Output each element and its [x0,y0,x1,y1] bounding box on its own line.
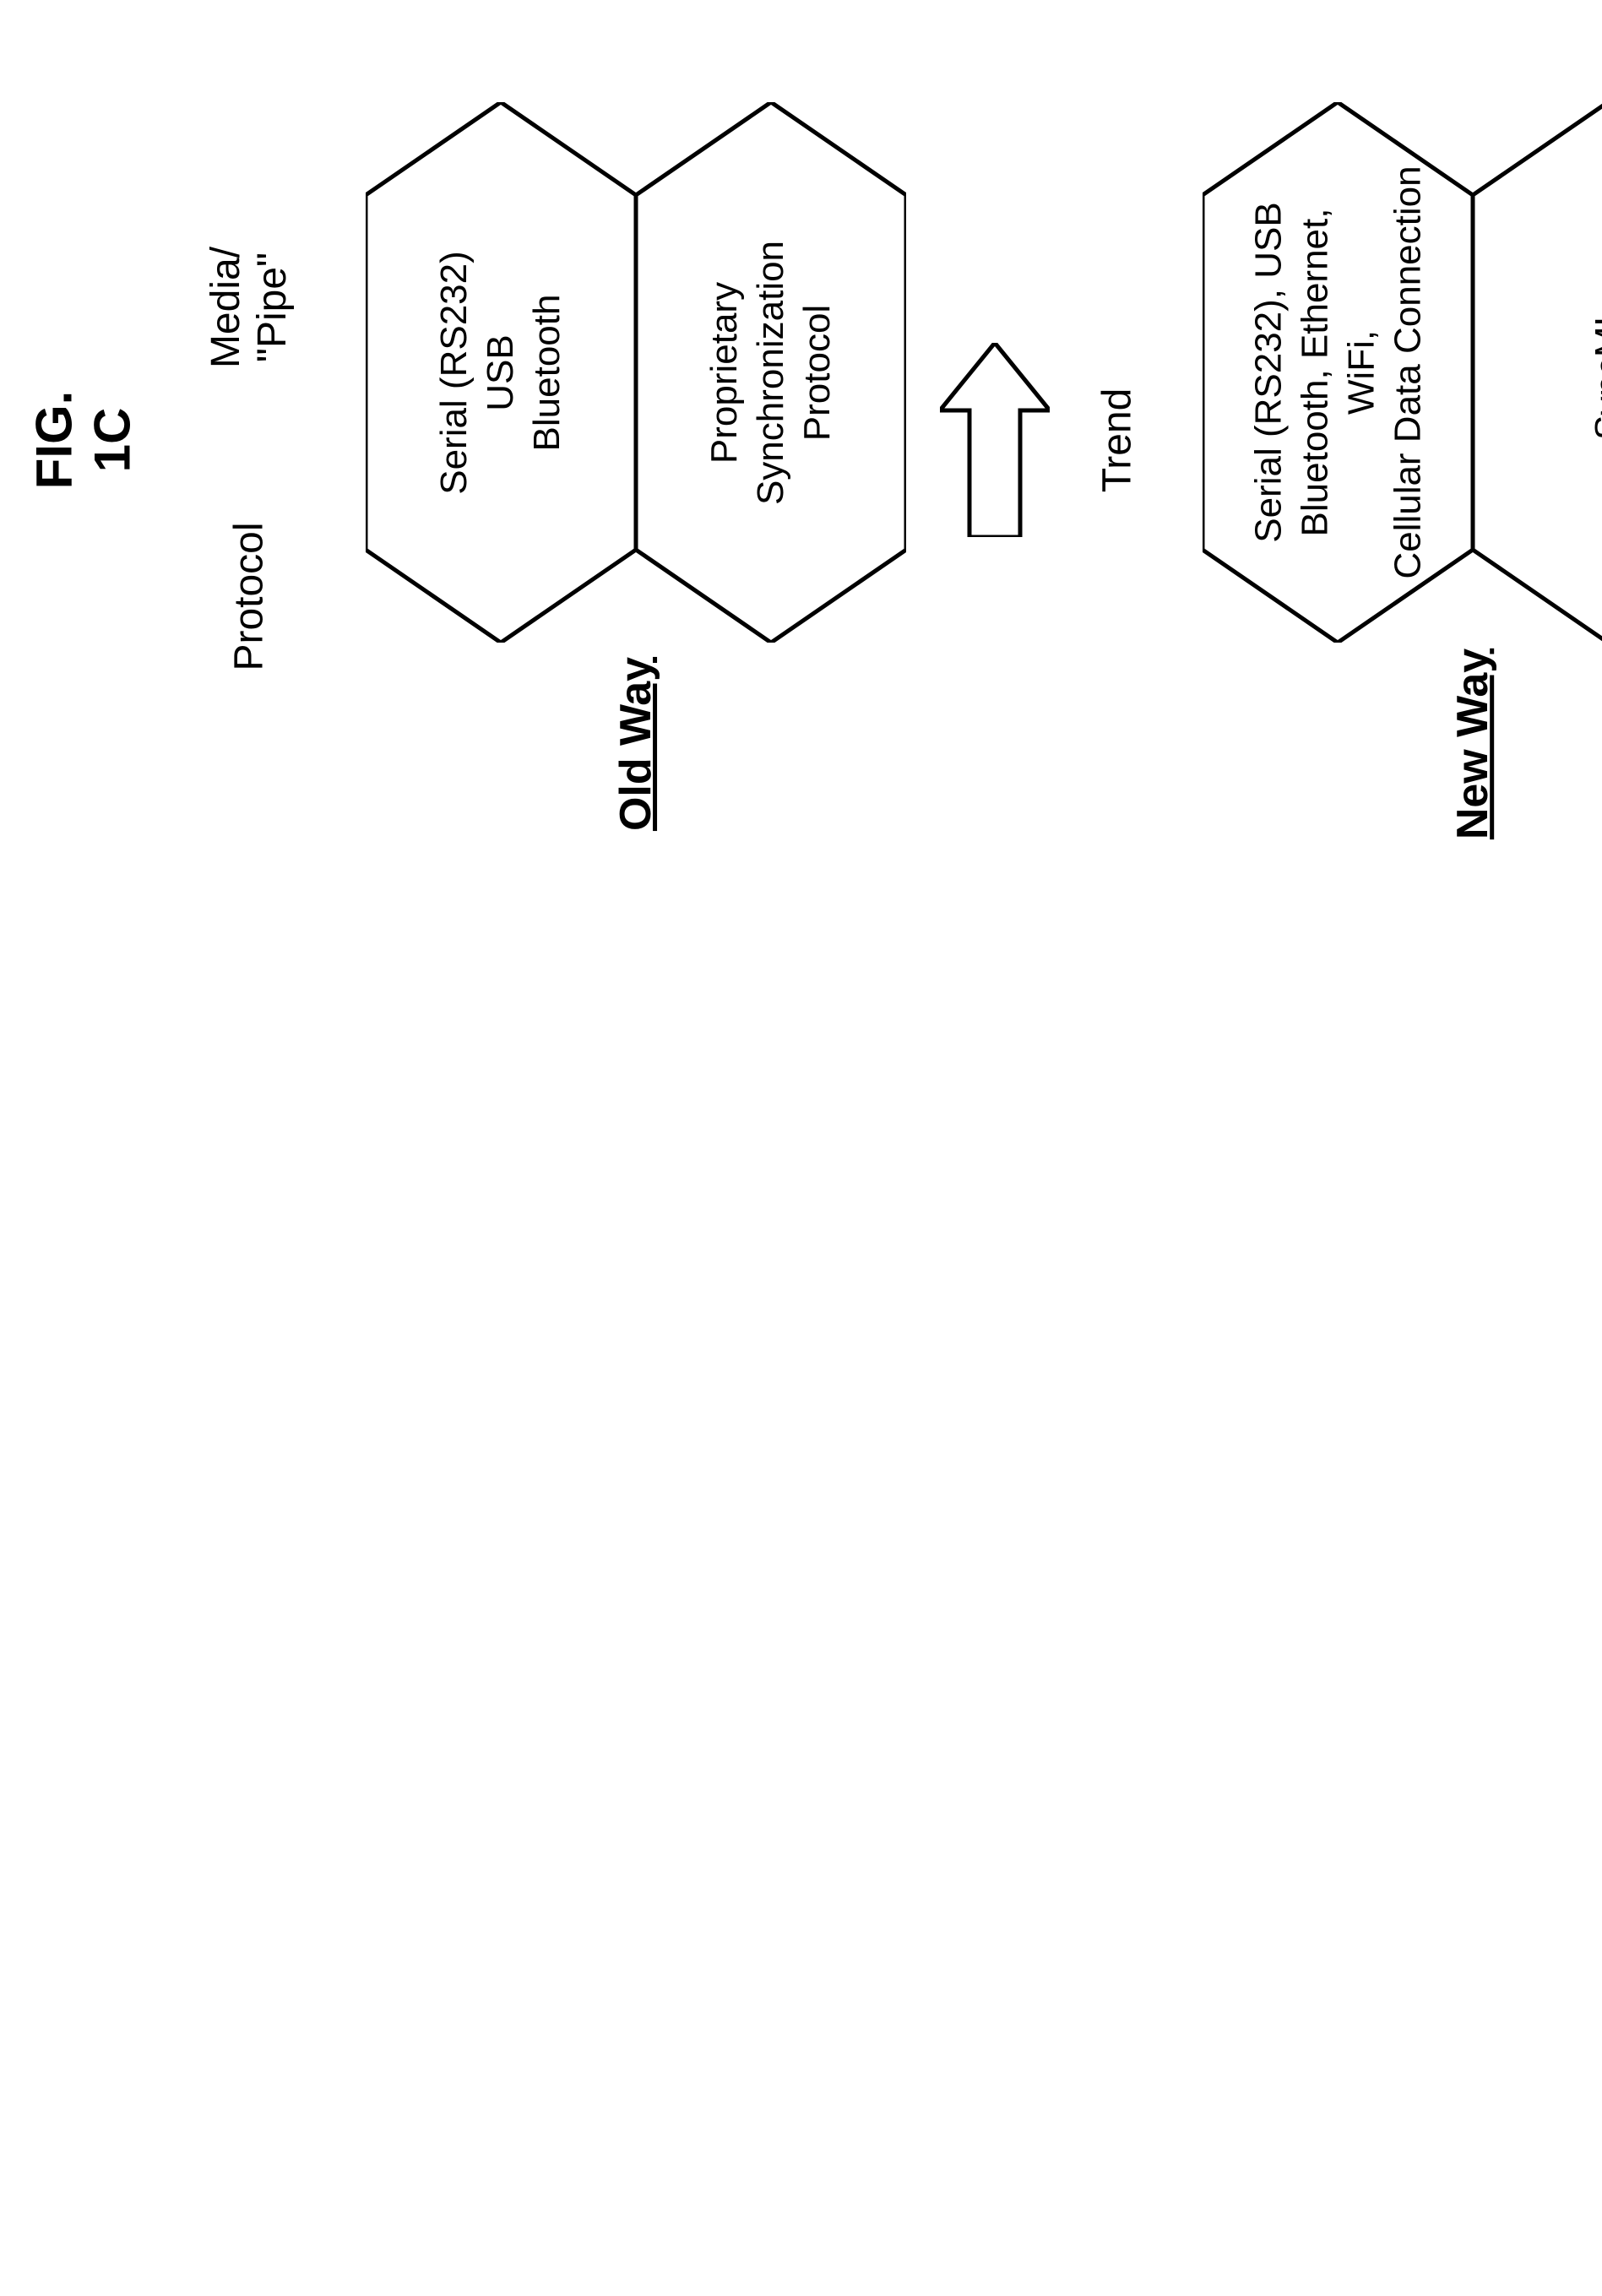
text-line: Bluetooth [526,294,567,451]
old-protocol-text: Proprietary Synchronization Protocol [701,240,840,504]
fig-1c-section: FIG. 1C Serial (RS232) USB Bluetooth [34,34,1602,846]
trend-block: Trend [940,343,1170,537]
trend-arrow-icon [940,343,1050,537]
media-row-label: Media/ "Pipe" [203,232,296,381]
text-line: Synchronization [750,240,791,504]
old-media-hex: Serial (RS232) USB Bluetooth [366,102,636,643]
old-media-text: Serial (RS232) USB Bluetooth [431,251,570,495]
text-line: Protocol [796,304,838,440]
text-line: WiFi, [1340,330,1382,415]
page-root: FIG. 1C Serial (RS232) USB Bluetooth [34,34,1568,846]
text-line: SyncML [1588,306,1602,440]
old-protocol-hex: Proprietary Synchronization Protocol [636,102,906,643]
old-way-hex-pair: Serial (RS232) USB Bluetooth Proprietary… [366,102,906,643]
new-protocol-text: SyncML [1585,306,1602,440]
hexagon-shape-icon [1473,102,1602,643]
trend-label: Trend [1094,388,1140,492]
new-media-hex: Serial (RS232), USB Bluetooth, Ethernet,… [1203,102,1473,643]
fig-1c-body: Serial (RS232) USB Bluetooth Proprietary… [175,102,1602,778]
new-protocol-hex: SyncML [1473,102,1602,643]
old-way-column: Serial (RS232) USB Bluetooth Proprietary… [366,102,906,778]
old-way-heading: Old Way [611,657,661,831]
text-line: Serial (RS232), USB [1247,202,1289,542]
new-way-hex-pair: Serial (RS232), USB Bluetooth, Ethernet,… [1203,102,1602,643]
text-line: USB [480,334,521,410]
text-line: Serial (RS232) [433,251,475,495]
new-way-heading: New Way [1447,649,1498,839]
new-media-text: Serial (RS232), USB Bluetooth, Ethernet,… [1245,166,1431,578]
protocol-row-label: Protocol [225,522,272,670]
text-line: Cellular Data Connection [1387,166,1428,578]
text-line: Bluetooth, Ethernet, [1294,209,1335,537]
new-way-column: Serial (RS232), USB Bluetooth, Ethernet,… [1203,102,1602,778]
row-labels: Media/ "Pipe" Protocol [175,261,323,620]
fig-1c-label: FIG. 1C [24,391,141,490]
text-line: Proprietary [703,281,745,463]
